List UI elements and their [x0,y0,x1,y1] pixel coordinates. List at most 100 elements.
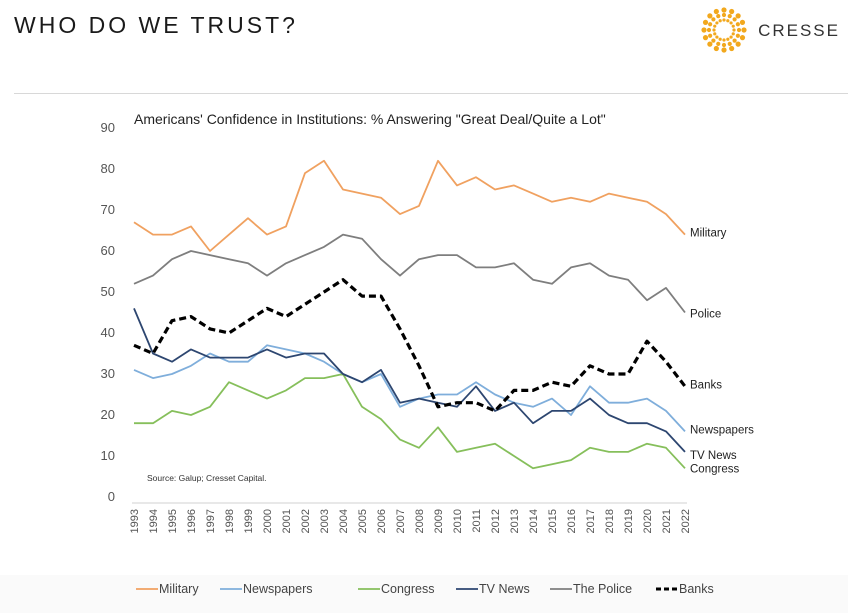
logo-dot [708,22,713,27]
y-tick-label: 60 [101,243,115,258]
series-line-police [133,233,686,314]
logo-dot [735,41,741,47]
x-tick-label: 2004 [338,509,350,533]
logo-dot [707,13,713,19]
legend-item-tv_news: TV News [456,582,530,596]
logo-dot [732,38,737,43]
sunburst-logo-icon [701,7,747,53]
logo-dot [716,41,721,46]
end-label-banks: Banks [690,379,722,391]
x-tick-label: 2020 [642,509,654,533]
logo-dot [718,37,722,41]
logo-dot [711,38,716,43]
series-line-congress [134,373,686,470]
logo-dot [729,35,733,39]
logo-dot [713,24,717,28]
y-tick-label: 40 [101,325,115,340]
x-tick-label: 2002 [300,509,312,533]
y-tick-label: 50 [101,284,115,299]
x-tick-label: 2015 [547,509,559,533]
logo-dot [722,18,726,22]
logo-dot [739,19,746,25]
x-tick-label: 2006 [376,509,388,533]
logo-dot [735,13,741,19]
x-tick-label: 2014 [528,509,540,533]
y-tick-label: 0 [108,489,115,504]
x-tick-label: 2021 [661,509,673,533]
logo-dot [702,19,709,25]
x-tick-label: 2008 [414,509,426,533]
logo-dot [715,35,719,39]
logo-dot [721,47,727,53]
y-tick-label: 30 [101,366,115,381]
x-tick-label: 2001 [281,509,293,533]
x-tick-label: 1994 [148,509,160,533]
end-label-tv_news: TV News [690,450,737,462]
logo-dot [735,33,740,38]
x-tick-label: 2005 [357,509,369,533]
chart-legend: Military Newspapers Congress TV News The Pol… [136,582,714,596]
brand-name: CRESSE [758,21,840,40]
logo-dot [701,27,707,33]
logo-dot [718,19,722,23]
logo-dot [713,8,719,15]
chart-title: Americans' Confidence in Institutions: %… [134,111,606,127]
x-tick-label: 1993 [129,509,141,533]
legend-item-military: Military [136,582,199,596]
slide-title: WHO DO WE TRUST? [14,12,298,38]
logo-dot [708,33,713,38]
y-tick-label: 10 [101,448,115,463]
x-tick-label: 2010 [452,509,464,533]
logo-dot [729,21,733,25]
x-axis: 1993 1994 1995 1996 1997 1998 1999 2000 2001 2002… [129,502,692,533]
x-tick-label: 2013 [509,509,521,533]
logo-dot [722,38,726,42]
series-line-banks [133,278,687,413]
header-divider [14,93,848,94]
logo-dot [726,19,730,23]
legend-label: Military [159,582,199,596]
legend-item-banks: Banks [656,582,714,596]
x-tick-label: 2009 [433,509,445,533]
logo-dot [726,37,730,41]
y-tick-label: 20 [101,407,115,422]
x-tick-label: 2007 [395,509,407,533]
y-tick-label: 80 [101,161,115,176]
x-tick-label: 2016 [566,509,578,533]
logo-dot [716,14,721,19]
end-label-congress: Congress [690,463,739,475]
logo-dot [721,7,727,13]
y-axis: 0 10 20 30 40 50 60 70 80 90 [101,120,115,504]
logo-dot [721,42,727,48]
logo-dot [707,41,713,47]
x-tick-label: 2000 [262,509,274,533]
logo-dot [721,12,727,18]
logo-dot [731,24,735,28]
end-label-newspapers: Newspapers [690,424,754,436]
logo-dot [739,35,746,41]
x-tick-label: 2022 [680,509,692,533]
series-line-military [133,159,686,252]
legend-label: Banks [679,582,714,596]
brand: CRESSE [701,4,842,56]
legend-item-newspapers: Newspapers [220,582,312,596]
x-tick-label: 2003 [319,509,331,533]
legend-label: Newspapers [243,582,312,596]
legend-label: The Police [573,582,632,596]
x-tick-label: 2018 [604,509,616,533]
logo-dot [727,14,732,19]
logo-dot [715,21,719,25]
legend-label: TV News [479,582,530,596]
end-label-military: Military [690,228,727,240]
logo-dot [732,17,737,22]
logo-dot [712,28,716,32]
x-tick-label: 1996 [186,509,198,533]
legend-item-police: The Police [550,582,632,596]
logo-dot [729,8,735,15]
logo-dot [711,17,716,22]
x-tick-label: 2017 [585,509,597,533]
logo-dot [729,45,735,52]
x-tick-label: 1995 [167,509,179,533]
